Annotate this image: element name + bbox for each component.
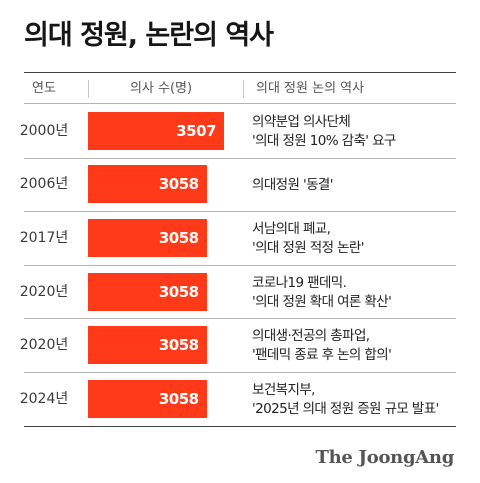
history-line: '의대 정원 적정 논란' <box>252 240 364 256</box>
row-divider <box>24 157 456 159</box>
bar-value-label: 3507 <box>176 121 216 140</box>
history-line: 의약분업 의사단체 <box>252 113 351 130</box>
history-line: 의대정원 '동결' <box>252 176 333 193</box>
row-divider <box>24 264 456 266</box>
row-history: 의약분업 의사단체 '의대 정원 10% 감축' 요구 <box>252 113 467 151</box>
history-line: '팬데믹 종료 후 논의 합의' <box>252 347 392 364</box>
row-year: 2020년 <box>19 337 69 354</box>
history-line: 의대생·전공의 총파업, <box>252 328 370 345</box>
bar: 3058 <box>88 219 207 257</box>
row-divider <box>24 211 456 213</box>
row-divider <box>24 318 456 320</box>
row-year: 2006년 <box>19 176 69 193</box>
row-history: 의대생·전공의 총파업, '팬데믹 종료 후 논의 합의' <box>252 327 467 365</box>
bar: 3058 <box>88 379 207 418</box>
bar-value-label: 3058 <box>158 175 199 194</box>
row-divider <box>24 372 456 373</box>
header-bottom-rule <box>24 103 456 104</box>
bar-value-label: 3058 <box>158 389 199 408</box>
header-divider <box>88 80 89 98</box>
header-year: 연도 <box>32 81 56 96</box>
history-line: 보건복지부, <box>252 381 315 398</box>
bar-value-label: 3058 <box>158 282 199 301</box>
history-line: '의대 정원 10% 감축' 요구 <box>252 132 396 149</box>
bar-value-label: 3058 <box>158 336 199 355</box>
bar: 3058 <box>88 326 207 365</box>
row-year: 2017년 <box>19 230 69 246</box>
row-history: 의대정원 '동결' <box>252 176 467 195</box>
history-line: 코로나19 팬데믹. <box>252 274 347 291</box>
history-line: '의대 정원 확대 여론 확산' <box>252 293 392 310</box>
history-line: '2025년 의대 정원 증원 규모 발표' <box>252 400 439 417</box>
header-top-rule <box>24 72 456 73</box>
row-year: 2000년 <box>19 122 69 139</box>
row-year: 2024년 <box>19 390 69 407</box>
header-history: 의대 정원 논의 역사 <box>256 81 365 96</box>
header-divider <box>243 80 244 98</box>
bar: 3058 <box>88 272 207 311</box>
header-count: 의사 수(명) <box>129 81 193 96</box>
bar-value-label: 3058 <box>158 229 199 247</box>
row-history: 코로나19 팬데믹. '의대 정원 확대 여론 확산' <box>252 274 467 312</box>
brand-logo: The JoongAng <box>315 447 455 468</box>
table-bottom-rule <box>24 426 456 427</box>
chart-title: 의대 정원, 논란의 역사 <box>24 20 274 51</box>
row-history: 보건복지부, '2025년 의대 정원 증원 규모 발표' <box>252 381 467 419</box>
history-line: 서남의대 폐교, <box>252 221 331 237</box>
row-history: 서남의대 폐교, '의대 정원 적정 논란' <box>252 220 467 258</box>
bar: 3507 <box>88 111 224 150</box>
bar: 3058 <box>88 165 207 204</box>
row-year: 2020년 <box>19 283 69 300</box>
